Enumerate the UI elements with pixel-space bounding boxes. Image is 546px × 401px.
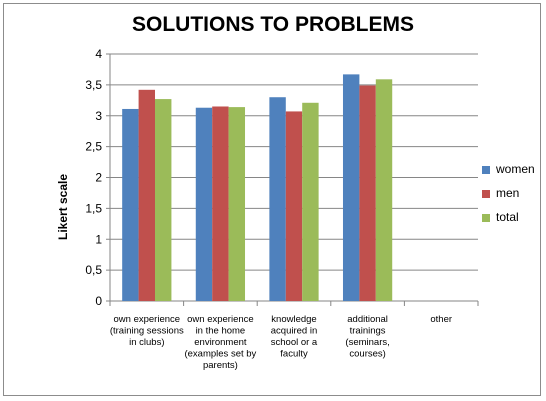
x-tick-label: other: [430, 314, 452, 325]
axis-labels: 0 0,5 1 1,5 2 2,5 3 3,5 4 own experience (training…: [85, 47, 452, 371]
legend-label: total: [496, 210, 519, 224]
bar-women: [195, 107, 213, 301]
bar-men: [138, 89, 156, 301]
y-tick-label: 3: [95, 109, 102, 123]
bar-total: [228, 107, 246, 301]
bar-men: [285, 111, 303, 302]
bar-women: [269, 97, 286, 301]
x-tick-label: own experience (training sessions in clubs…: [110, 314, 184, 348]
y-tick-label: 4: [95, 47, 102, 61]
y-tick-label: 1: [95, 232, 102, 246]
legend-swatch: [482, 214, 490, 222]
legend-label: women: [496, 162, 535, 176]
legend-label: men: [496, 186, 520, 200]
bar-total: [155, 99, 172, 301]
y-tick-label: 1,5: [85, 201, 102, 215]
bar-total: [375, 79, 393, 301]
bar-women: [342, 74, 360, 301]
bar-men: [212, 106, 229, 301]
y-tick-label: 0: [95, 294, 102, 308]
legend-swatch: [482, 190, 490, 198]
y-axis-label: Likert scale: [56, 174, 70, 240]
y-tick-label: 2,5: [85, 140, 102, 154]
y-tick-label: 3,5: [85, 78, 102, 92]
x-tick-label: knowledge acquired in school or a faculty: [271, 314, 318, 360]
x-tick-label: additional trainings (seminars, courses): [345, 314, 389, 360]
bars: [122, 74, 393, 302]
legend-swatch: [482, 166, 490, 174]
y-tick-label: 2: [95, 171, 102, 185]
chart-title: SOLUTIONS TO PROBLEMS: [132, 13, 414, 36]
bar-women: [122, 108, 139, 302]
bar-total: [302, 102, 319, 301]
bar-men: [359, 85, 376, 302]
y-tick-label: 0,5: [85, 263, 102, 277]
x-tick-label: own experience in the home environment (exa…: [184, 314, 256, 371]
